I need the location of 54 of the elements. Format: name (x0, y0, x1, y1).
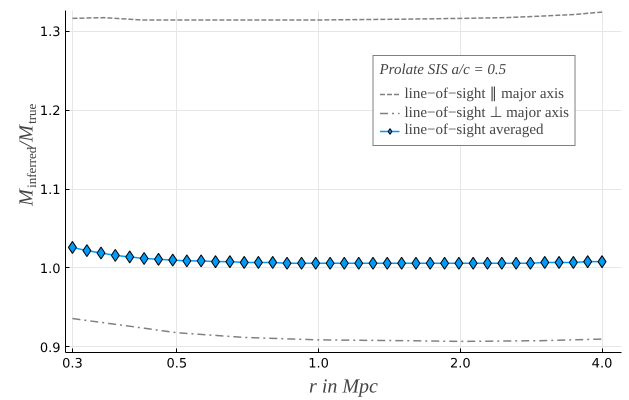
y-tick-label: 1.0 (40, 262, 61, 277)
x-tick-label: 2.0 (450, 356, 471, 372)
point (268, 256, 278, 269)
point (540, 256, 550, 269)
x-tick-label: 0.3 (62, 356, 83, 372)
point (254, 256, 263, 269)
point (382, 256, 392, 270)
point (568, 256, 578, 269)
point (411, 256, 420, 270)
y-tick-label: 1.3 (40, 25, 61, 40)
legend-label: line−of−sight averaged (404, 122, 544, 139)
point (125, 250, 134, 264)
point (68, 240, 77, 254)
point (482, 256, 492, 270)
point (426, 256, 435, 270)
point (440, 256, 450, 270)
point (225, 255, 234, 268)
point (96, 246, 106, 260)
point (354, 256, 364, 270)
point (240, 256, 249, 269)
legend-label: line−of−sight ∥ major axis (404, 85, 564, 103)
point (454, 256, 464, 270)
x-tick-label: 4.0 (592, 356, 612, 372)
point (110, 248, 120, 262)
point (326, 256, 335, 270)
point (554, 256, 564, 269)
y-tick-label: 0.9 (40, 340, 61, 356)
point (311, 256, 320, 270)
point (368, 256, 378, 270)
y-tick-label: 1.1 (40, 183, 61, 198)
x-axis-title: r in Mpc (309, 376, 378, 398)
point (512, 256, 521, 270)
y-tick-label: 1.2 (40, 104, 61, 120)
point (140, 252, 149, 266)
point (497, 256, 506, 270)
legend-label: line−of−sight ⊥ major axis (404, 104, 569, 122)
point (82, 244, 92, 258)
point (297, 256, 306, 270)
point (583, 255, 592, 268)
legend-title: Prolate SIS a/c = 0.5 (380, 62, 508, 79)
point (397, 256, 406, 270)
point (468, 256, 478, 270)
point (154, 252, 163, 266)
point (598, 255, 607, 268)
point (196, 254, 206, 268)
x-tick-label: 1.0 (308, 356, 329, 372)
x-tick-label: 0.5 (166, 356, 188, 372)
y-axis-title: Minferred/Mtrue (16, 103, 39, 207)
point (282, 256, 292, 270)
point (340, 256, 349, 270)
point (182, 254, 192, 268)
point (168, 254, 178, 267)
point (211, 255, 220, 268)
point (526, 256, 535, 270)
